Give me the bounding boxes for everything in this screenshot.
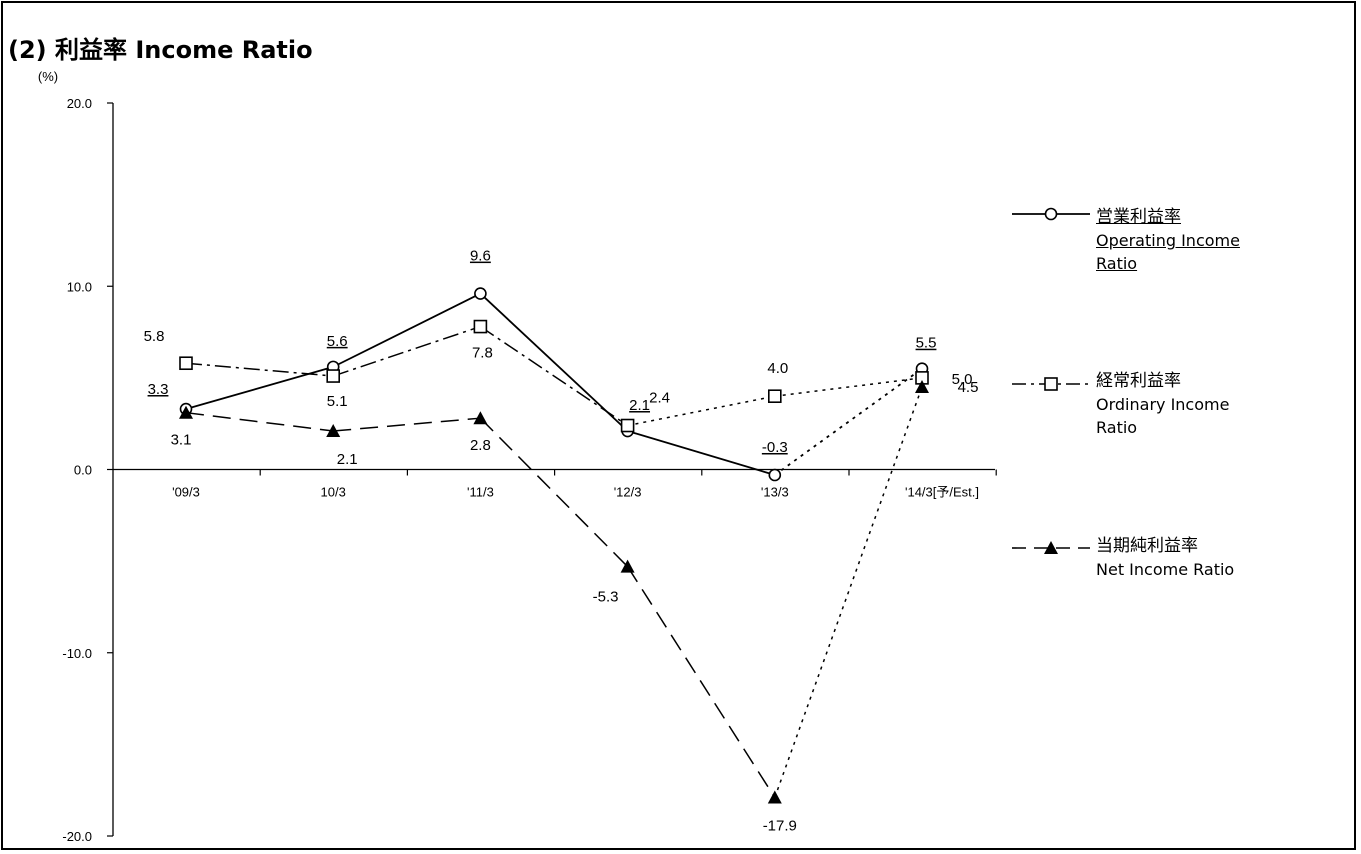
x-tick-label: 10/3 xyxy=(321,485,346,500)
chart-title: (2) 利益率 Income Ratio xyxy=(8,36,313,64)
data-label: 4.0 xyxy=(767,360,788,377)
data-label: 2.1 xyxy=(337,451,358,468)
x-tick-label: '12/3 xyxy=(614,485,642,500)
series-1-segment xyxy=(774,367,923,476)
net-point xyxy=(473,411,488,425)
series-3-segment xyxy=(479,417,629,568)
ordinary-point xyxy=(473,319,488,334)
series-3-segment xyxy=(333,417,481,432)
data-label: 3.1 xyxy=(171,432,192,449)
y-tick-label: -20.0 xyxy=(62,829,92,844)
series-2-segment xyxy=(332,325,481,377)
ordinary-point xyxy=(326,369,341,383)
legend-net-en: Net Income Ratio xyxy=(1096,560,1235,579)
x-tick-label: '14/3[予/Est.] xyxy=(905,485,979,500)
y-tick-label: 20.0 xyxy=(67,96,92,111)
series-2-segment xyxy=(185,362,334,377)
operating-point xyxy=(768,468,782,482)
data-label: 4.5 xyxy=(958,379,979,396)
ordinary-point xyxy=(620,418,635,433)
x-tick-label: '09/3 xyxy=(172,485,200,500)
series-2-segment xyxy=(774,377,923,397)
data-label: 3.3 xyxy=(148,381,169,398)
series-1-segment xyxy=(627,430,776,476)
net-point xyxy=(620,559,635,573)
legend-ordinary-en: Ordinary Income Ratio xyxy=(1096,395,1230,437)
x-tick-label: '13/3 xyxy=(761,485,789,500)
x-tick-label: '11/3 xyxy=(467,485,494,500)
y-tick-label: 10.0 xyxy=(67,279,92,294)
data-label: -17.9 xyxy=(763,818,797,835)
data-label: 7.8 xyxy=(472,345,493,362)
data-label: 5.5 xyxy=(916,335,937,352)
legend-net-marker xyxy=(1044,541,1058,554)
series-2-segment xyxy=(479,325,629,427)
series-1-segment xyxy=(185,366,334,410)
y-tick-label: 0.0 xyxy=(74,463,92,478)
legend-operating-ja: 営業利益率 xyxy=(1096,207,1181,227)
series-1-segment xyxy=(479,292,629,432)
legend-ordinary-marker xyxy=(1044,377,1058,391)
data-label: 5.6 xyxy=(327,333,348,350)
series-3-segment xyxy=(185,411,334,432)
net-point xyxy=(767,790,782,804)
y-tick-label: -10.0 xyxy=(62,646,92,661)
data-label: 5.1 xyxy=(327,393,348,410)
y-axis-unit-label: (%) xyxy=(38,69,58,84)
series-2-segment xyxy=(627,395,775,427)
legend-net: 当期純利益率 Net Income Ratio xyxy=(1096,535,1234,581)
data-label: 2.8 xyxy=(470,437,491,454)
series-3-segment xyxy=(626,566,776,798)
series-1-segment xyxy=(332,292,481,368)
data-label: 5.0 xyxy=(952,371,973,388)
legend-operating-en: Operating Income Ratio xyxy=(1096,231,1240,273)
data-label: -0.3 xyxy=(762,439,788,456)
net-point xyxy=(179,405,193,419)
legend-operating: 営業利益率 Operating Income Ratio xyxy=(1096,206,1276,275)
data-label: 2.4 xyxy=(649,390,670,407)
ordinary-point xyxy=(179,356,193,371)
data-label: 2.1 xyxy=(629,397,650,414)
legend-net-ja: 当期純利益率 xyxy=(1096,536,1198,556)
data-label: 9.6 xyxy=(470,248,491,265)
net-point xyxy=(915,380,929,394)
data-label: 5.8 xyxy=(144,328,165,345)
data-label: -5.3 xyxy=(593,589,619,606)
series-3-segment xyxy=(774,386,923,798)
legend-ordinary-ja: 経常利益率 xyxy=(1096,371,1181,391)
net-point xyxy=(326,424,341,438)
legend-ordinary: 経常利益率 Ordinary Income Ratio xyxy=(1096,370,1266,439)
operating-point xyxy=(474,287,487,300)
legend-operating-marker xyxy=(1044,207,1058,221)
ordinary-point xyxy=(767,389,782,404)
